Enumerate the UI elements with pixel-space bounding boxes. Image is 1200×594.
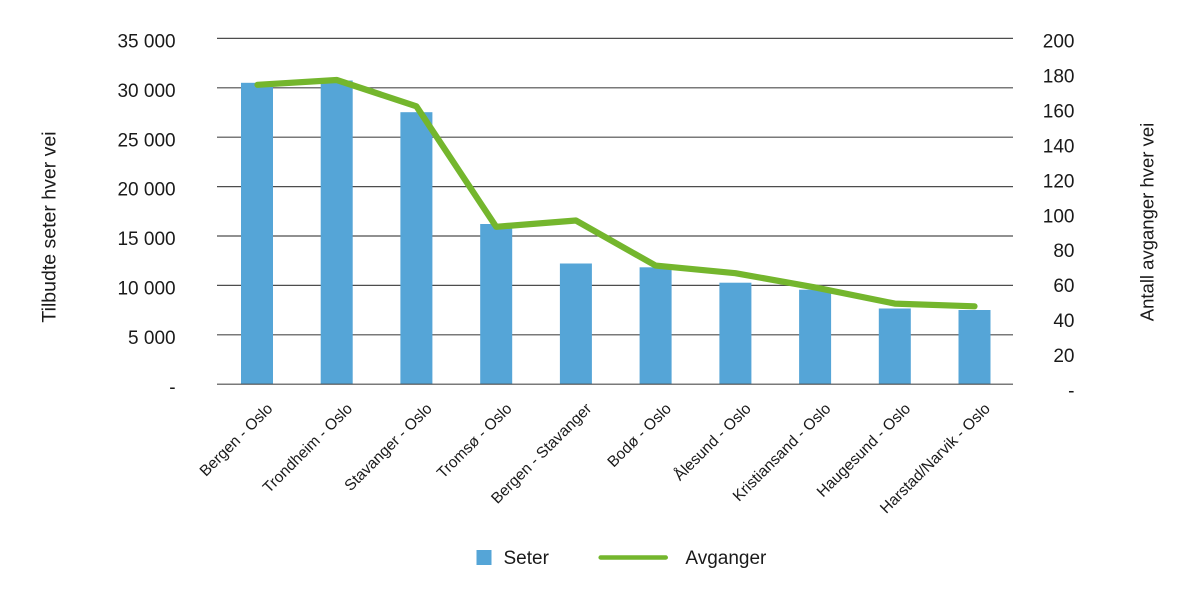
svg-text:60: 60	[1053, 276, 1074, 297]
svg-text:5 000: 5 000	[128, 328, 176, 349]
svg-text:200: 200	[1043, 32, 1075, 53]
svg-text:140: 140	[1043, 137, 1075, 158]
svg-text:20: 20	[1053, 346, 1074, 367]
svg-text:Antall avganger hver vei: Antall avganger hver vei	[1137, 123, 1158, 321]
svg-text:80: 80	[1053, 241, 1074, 262]
svg-text:100: 100	[1043, 206, 1075, 227]
svg-text:35 000: 35 000	[117, 32, 175, 53]
svg-text:40: 40	[1053, 311, 1074, 332]
svg-text:20 000: 20 000	[117, 180, 175, 201]
svg-text:180: 180	[1043, 67, 1075, 88]
svg-text:Tilbudte seter hver vei: Tilbudte seter hver vei	[38, 131, 60, 322]
svg-text:-: -	[169, 377, 175, 398]
svg-text:Avganger: Avganger	[685, 548, 767, 569]
svg-text:Seter: Seter	[504, 548, 550, 569]
svg-text:30 000: 30 000	[117, 81, 175, 102]
svg-text:10 000: 10 000	[117, 279, 175, 300]
svg-text:15 000: 15 000	[117, 229, 175, 250]
svg-text:-: -	[1068, 381, 1074, 402]
svg-text:25 000: 25 000	[117, 130, 175, 151]
svg-text:160: 160	[1043, 102, 1075, 123]
svg-text:120: 120	[1043, 171, 1075, 192]
